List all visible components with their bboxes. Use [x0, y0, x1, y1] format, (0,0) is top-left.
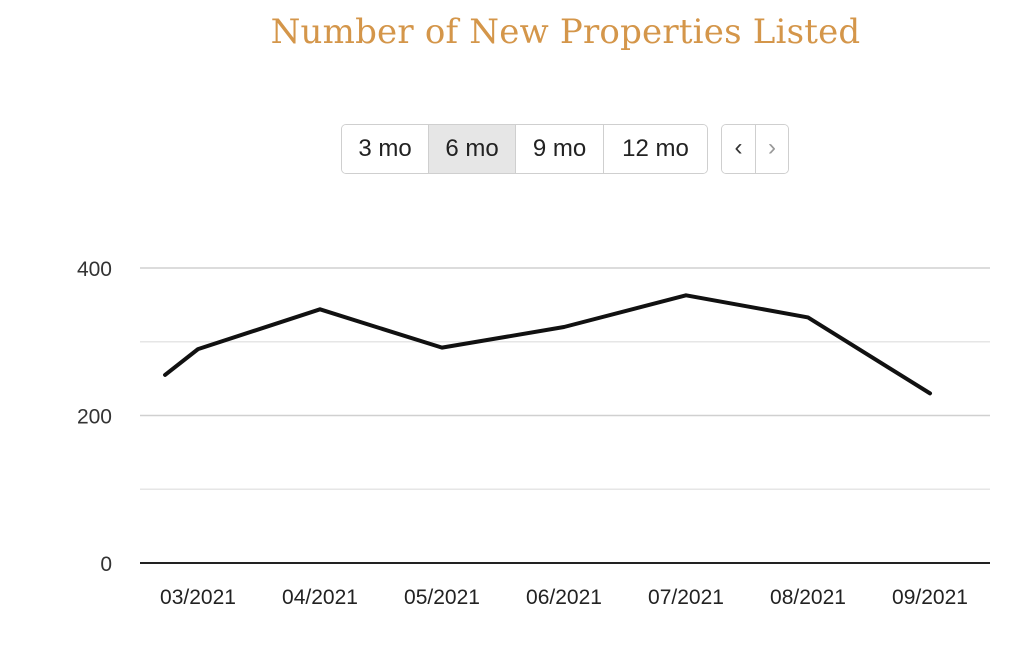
range-selector: 3 mo 6 mo 9 mo 12 mo — [341, 124, 708, 174]
range-3mo-button[interactable]: 3 mo — [342, 125, 429, 173]
x-tick-label: 07/2021 — [648, 586, 724, 609]
x-tick-label: 03/2021 — [160, 586, 236, 609]
range-6mo-button[interactable]: 6 mo — [429, 125, 516, 173]
range-12mo-button[interactable]: 12 mo — [604, 125, 707, 173]
y-tick-label: 200 — [77, 406, 112, 429]
x-tick-label: 09/2021 — [892, 586, 968, 609]
x-tick-label: 04/2021 — [282, 586, 358, 609]
x-tick-label: 08/2021 — [770, 586, 846, 609]
x-tick-label: 05/2021 — [404, 586, 480, 609]
y-tick-label: 0 — [100, 553, 112, 576]
period-nav: ‹ › — [721, 124, 789, 174]
prev-period-button[interactable]: ‹ — [722, 125, 755, 173]
y-tick-label: 400 — [77, 258, 112, 281]
chart-title: Number of New Properties Listed — [270, 12, 861, 52]
range-9mo-button[interactable]: 9 mo — [516, 125, 604, 173]
x-tick-label: 06/2021 — [526, 586, 602, 609]
next-period-button[interactable]: › — [755, 125, 788, 173]
series-line — [163, 293, 932, 396]
